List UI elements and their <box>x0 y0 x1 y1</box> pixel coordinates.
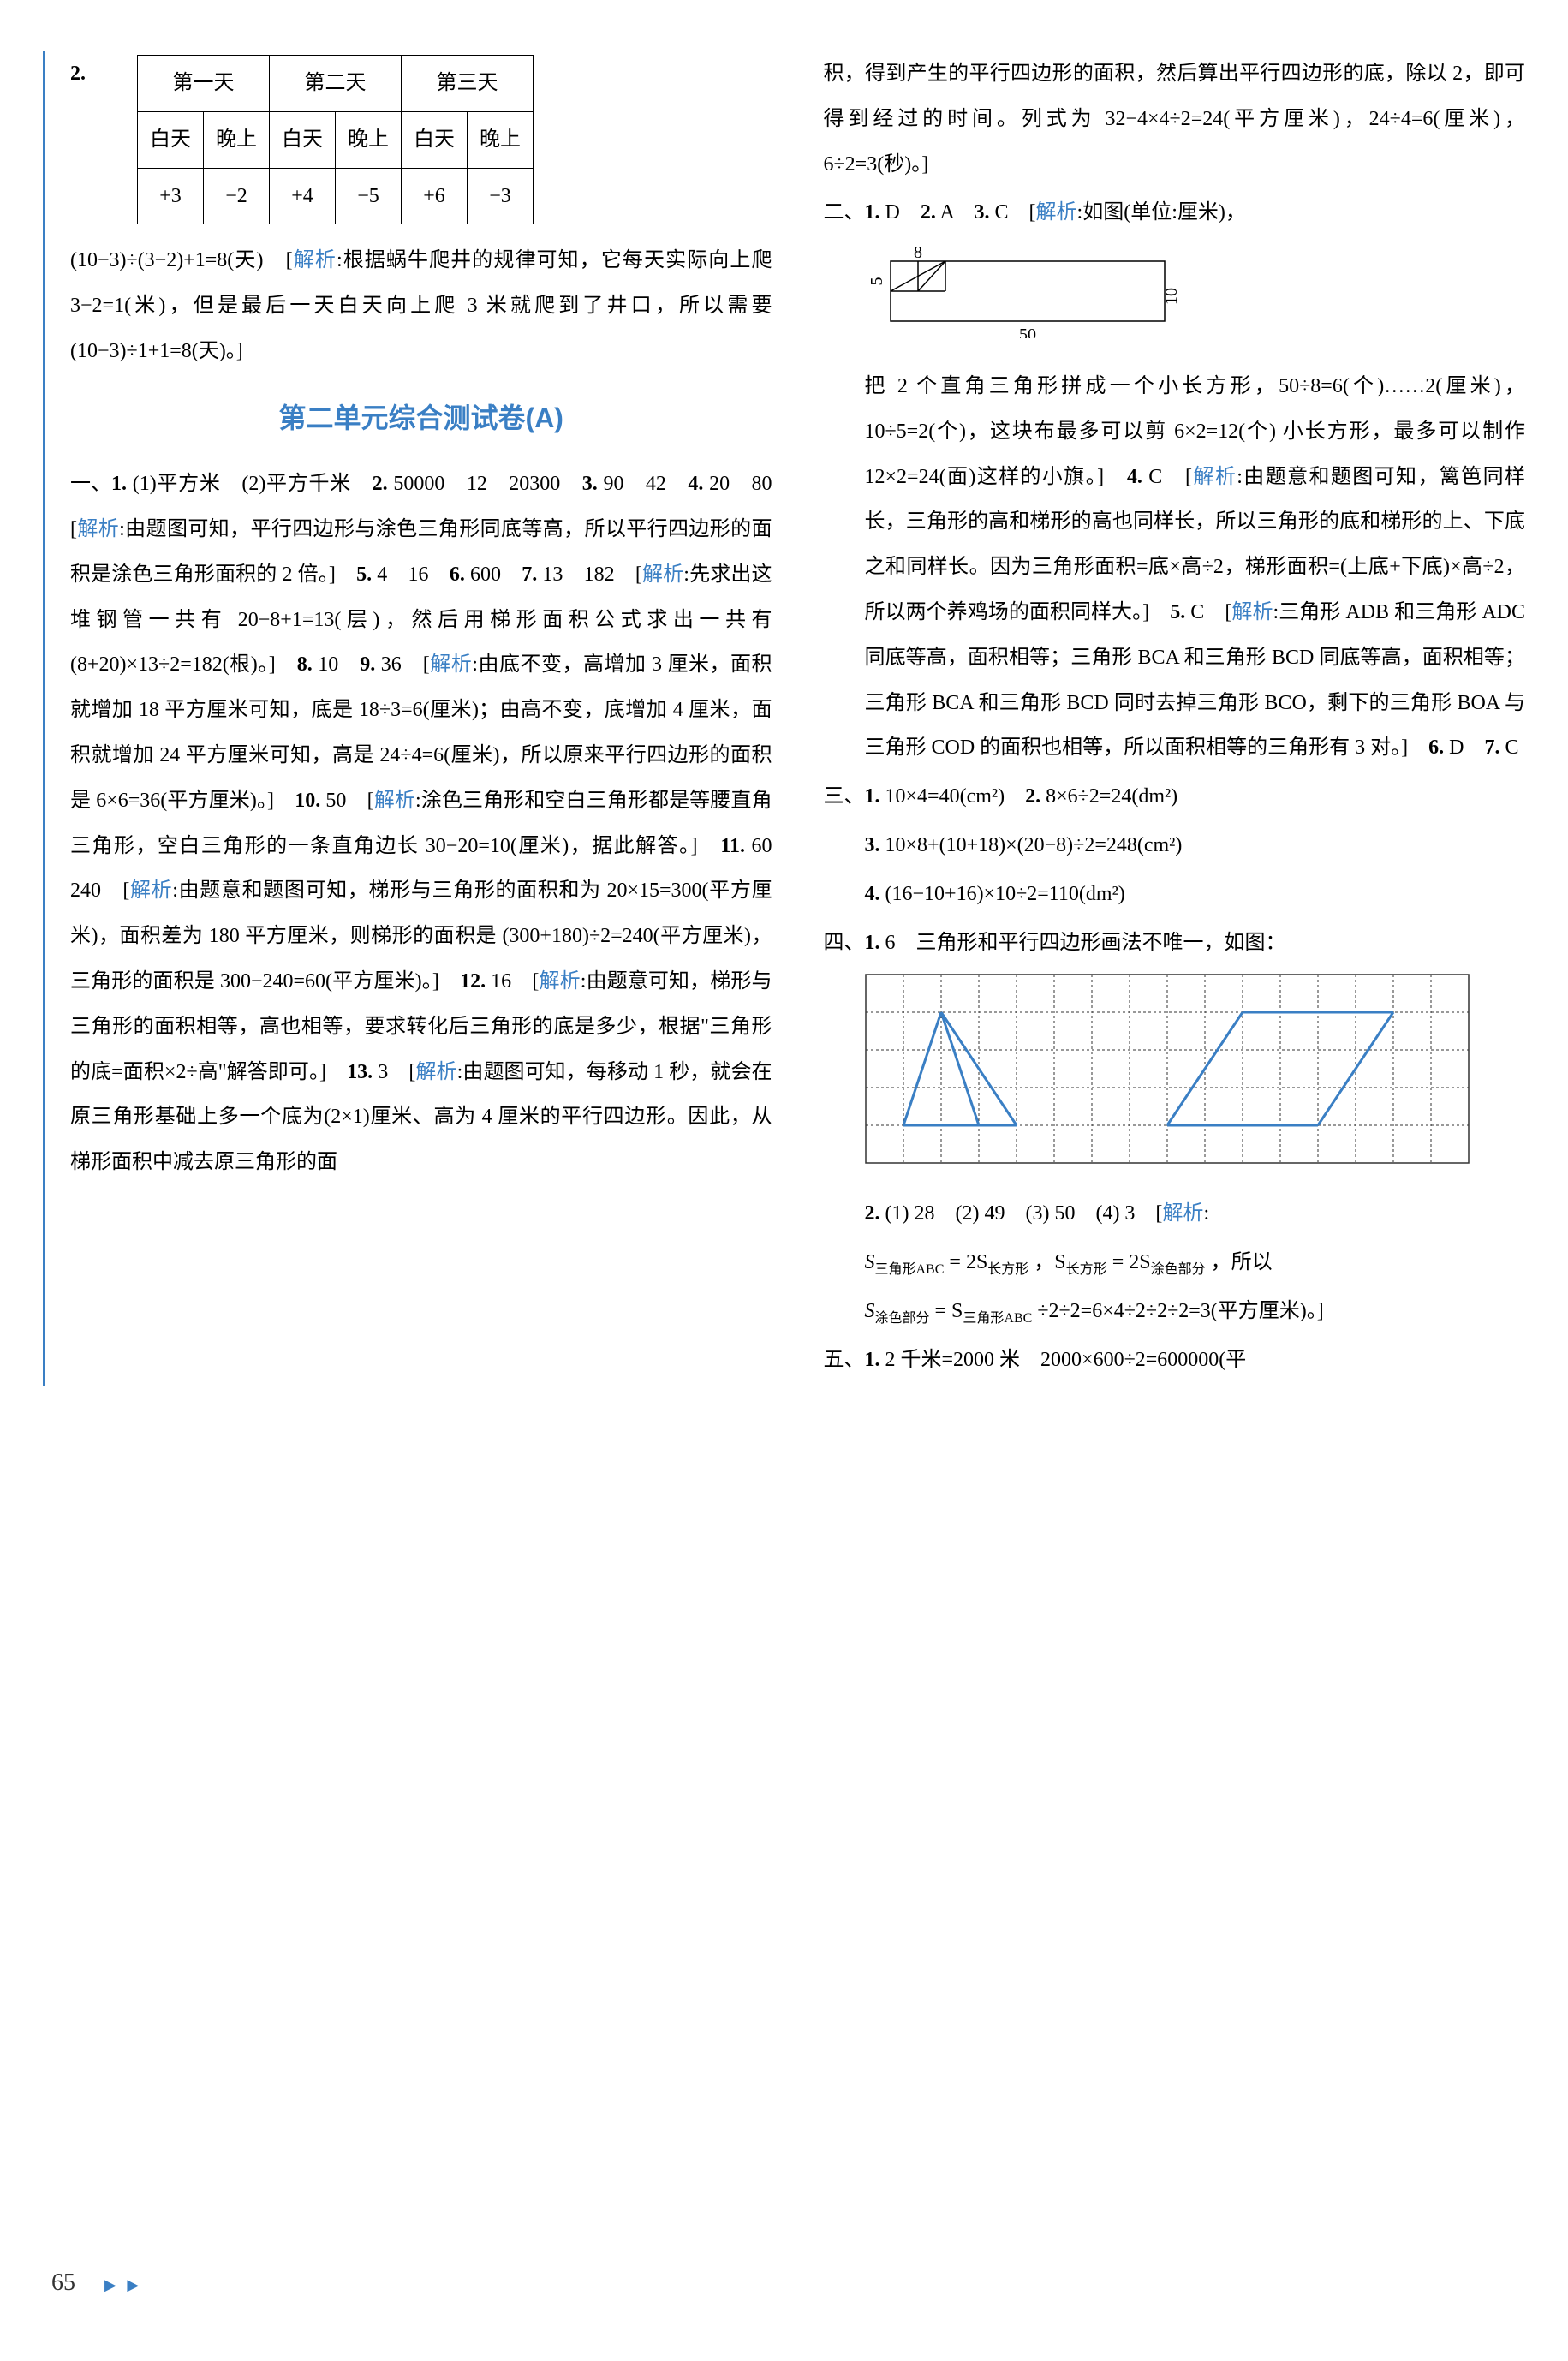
section-3-line1: 三、1. 10×4=40(cm²) 2. 8×6÷2=24(dm²) <box>824 774 1526 820</box>
th-day2: 第二天 <box>270 56 402 112</box>
svg-text:5: 5 <box>867 277 886 286</box>
grid-svg <box>865 974 1471 1166</box>
td: +3 <box>138 168 204 224</box>
section-4-formula1: S三角形ABC = 2S长方形 ，S长方形 = 2S涂色部分 ，所以 <box>824 1240 1526 1285</box>
svg-text:10: 10 <box>1162 288 1181 305</box>
svg-text:8: 8 <box>914 244 922 262</box>
rect-figure: 8 5 10 50 <box>865 244 1526 355</box>
section-4-formula2: S涂色部分 = S三角形ABC ÷2÷2=6×4÷2÷2÷2=3(平方厘米)。] <box>824 1289 1526 1334</box>
td: −3 <box>468 168 534 224</box>
section-5: 五、1. 2 千米=2000 米 2000×600÷2=600000(平 <box>824 1338 1526 1383</box>
rect-svg: 8 5 10 50 <box>865 244 1190 338</box>
unit-heading: 第二单元综合测试卷(A) <box>70 388 772 448</box>
td: +6 <box>402 168 468 224</box>
th-day3: 第三天 <box>402 56 534 112</box>
section-1-body: 一、1. (1)平方米 (2)平方千米 2. 50000 12 20300 3.… <box>70 462 772 1185</box>
section-2-body: 把 2 个直角三角形拼成一个小长方形，50÷8=6(个)……2(厘米)，10÷5… <box>824 364 1526 771</box>
svg-text:50: 50 <box>1019 325 1036 338</box>
section-3-line2: 3. 10×8+(10+18)×(20−8)÷2=248(cm²) <box>824 823 1526 868</box>
cont-text: 积，得到产生的平行四边形的面积，然后算出平行四边形的底，除以 2，即可得到经过的… <box>824 51 1526 187</box>
td: +4 <box>270 168 336 224</box>
td: 晚上 <box>204 111 270 168</box>
sec1-label: 一、 <box>70 462 111 507</box>
section-4-body: 2. (1) 28 (2) 49 (3) 50 (4) 3 [解析: <box>824 1191 1526 1237</box>
td: 白天 <box>138 111 204 168</box>
page-marker-icon: ▶ ▶ <box>104 2269 142 2303</box>
section-2-head: 二、1. D 2. A 3. C [解析:如图(单位:厘米)， <box>824 190 1526 236</box>
snail-explain: (10−3)÷(3−2)+1=8(天) [解析:根据蜗牛爬井的规律可知，它每天实… <box>70 238 772 373</box>
table-label: 2. <box>70 51 86 97</box>
td: −2 <box>204 168 270 224</box>
day-table: 第一天 第二天 第三天 白天 晚上 白天 晚上 白天 晚上 +3 −2 +4 −… <box>137 55 534 224</box>
th-day1: 第一天 <box>138 56 270 112</box>
td: −5 <box>336 168 402 224</box>
td: 白天 <box>402 111 468 168</box>
td: 晚上 <box>468 111 534 168</box>
td: 晚上 <box>336 111 402 168</box>
section-3-line3: 4. (16−10+16)×10÷2=110(dm²) <box>824 872 1526 917</box>
td: 白天 <box>270 111 336 168</box>
section-4-head: 四、1. 6 三角形和平行四边形画法不唯一，如图： <box>824 921 1526 966</box>
grid-figure <box>865 974 1526 1183</box>
page-number: 65 <box>51 2257 75 2310</box>
